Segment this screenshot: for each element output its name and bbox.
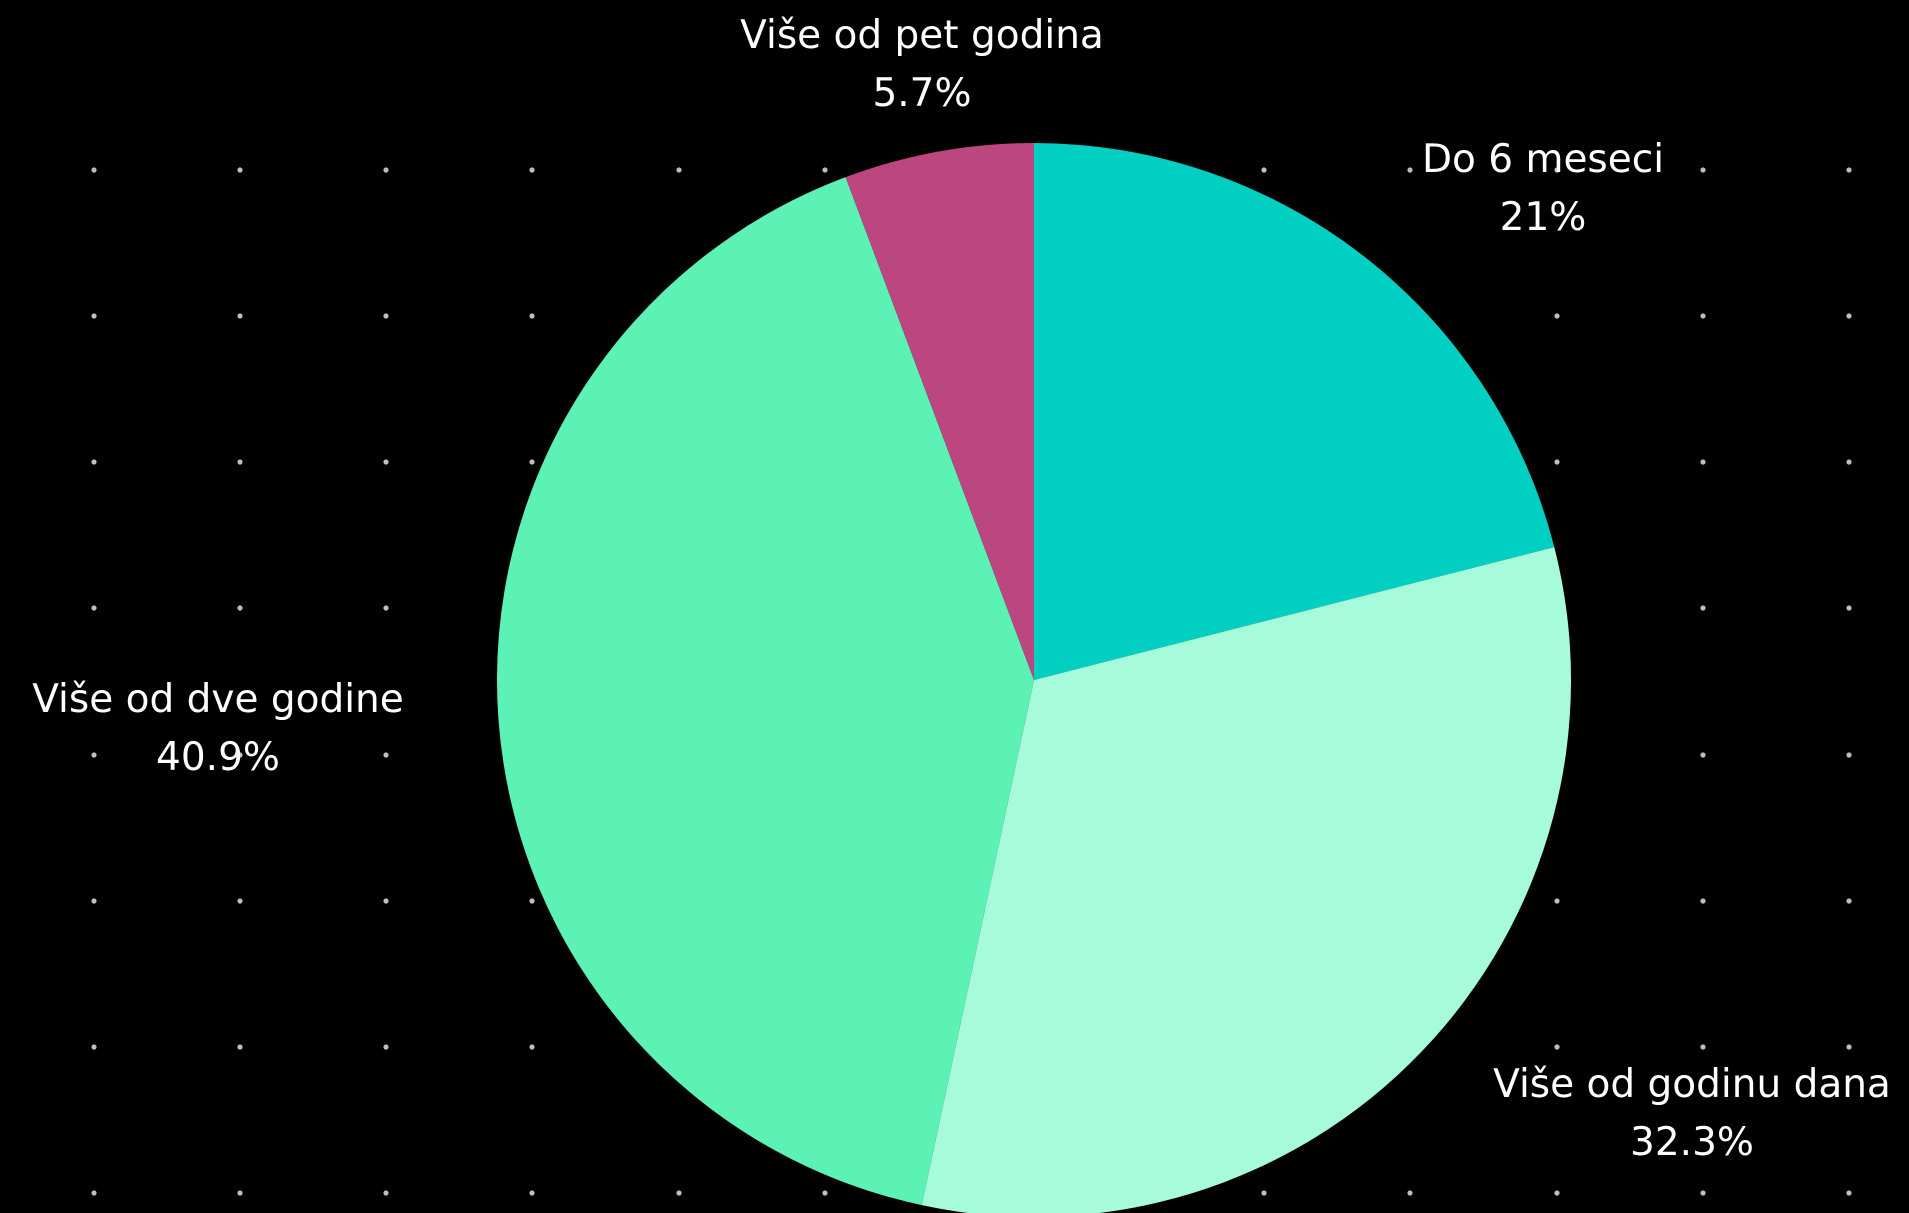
grid-dot — [1700, 313, 1706, 319]
grid-dot — [237, 1190, 243, 1196]
grid-dot — [91, 459, 97, 465]
grid-dot — [383, 313, 389, 319]
grid-dot — [237, 898, 243, 904]
grid-dot — [237, 167, 243, 173]
grid-dot — [1700, 459, 1706, 465]
pie-slice — [921, 547, 1572, 1213]
grid-dot — [676, 167, 682, 173]
grid-dot — [1700, 1190, 1706, 1196]
slice-category-label: Više od pet godina — [740, 13, 1104, 58]
pie-slice — [1034, 143, 1555, 680]
grid-dot — [1846, 605, 1852, 611]
grid-dot — [1846, 167, 1852, 173]
grid-dot — [91, 167, 97, 173]
grid-dot — [1846, 1190, 1852, 1196]
grid-dot — [237, 313, 243, 319]
grid-dot — [1700, 605, 1706, 611]
grid-dot — [529, 1190, 535, 1196]
grid-dot — [1554, 459, 1560, 465]
grid-dot — [529, 898, 535, 904]
grid-dot — [91, 1190, 97, 1196]
grid-dot — [237, 752, 243, 758]
grid-dot — [822, 167, 828, 173]
grid-dot — [237, 459, 243, 465]
grid-dot — [1846, 313, 1852, 319]
grid-dot — [237, 1044, 243, 1050]
grid-dot — [676, 1190, 682, 1196]
slice-category-label: Više od godinu dana — [1493, 1062, 1891, 1107]
grid-dot — [529, 459, 535, 465]
grid-dot — [1407, 167, 1413, 173]
grid-dot — [383, 752, 389, 758]
grid-dot — [1846, 752, 1852, 758]
grid-dot — [1261, 167, 1267, 173]
slice-value-label: 21% — [1500, 195, 1587, 240]
grid-dot — [91, 898, 97, 904]
grid-dot — [383, 898, 389, 904]
grid-dot — [91, 313, 97, 319]
grid-dot — [91, 752, 97, 758]
pie-slices — [497, 143, 1572, 1213]
pie-slice — [497, 177, 1034, 1206]
grid-dot — [529, 1044, 535, 1050]
grid-dot — [1407, 1190, 1413, 1196]
grid-dot — [1554, 313, 1560, 319]
grid-dot — [1846, 898, 1852, 904]
grid-dot — [91, 1044, 97, 1050]
grid-dot — [383, 167, 389, 173]
slice-value-label: 5.7% — [872, 71, 971, 116]
grid-dot — [1554, 1044, 1560, 1050]
grid-dot — [822, 1190, 828, 1196]
grid-dot — [237, 605, 243, 611]
grid-dot — [529, 167, 535, 173]
grid-dot — [1700, 167, 1706, 173]
slice-category-label: Do 6 meseci — [1422, 137, 1664, 182]
grid-dot — [529, 313, 535, 319]
grid-dot — [1700, 1044, 1706, 1050]
slice-value-label: 40.9% — [156, 735, 280, 780]
grid-dot — [1846, 459, 1852, 465]
slice-value-label: 32.3% — [1630, 1120, 1754, 1165]
grid-dot — [1261, 1190, 1267, 1196]
grid-dot — [1554, 167, 1560, 173]
pie-slice — [845, 143, 1034, 680]
grid-dot — [1554, 1190, 1560, 1196]
slice-category-label: Više od dve godine — [32, 677, 404, 722]
grid-dot — [1554, 898, 1560, 904]
grid-dot — [1700, 898, 1706, 904]
grid-dot — [383, 1044, 389, 1050]
slice-labels: Do 6 meseci 21% Više od godinu dana 32.3% Vi… — [32, 13, 1891, 1165]
grid-dot — [1700, 752, 1706, 758]
grid-dot — [383, 459, 389, 465]
grid-dot — [1846, 1044, 1852, 1050]
grid-dot — [91, 605, 97, 611]
grid-dot — [383, 605, 389, 611]
grid-dot — [383, 1190, 389, 1196]
